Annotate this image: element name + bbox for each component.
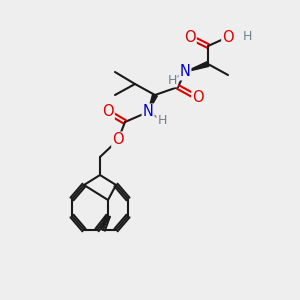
Polygon shape — [185, 61, 209, 72]
Text: O: O — [222, 29, 234, 44]
Text: O: O — [102, 104, 114, 119]
Text: O: O — [184, 29, 196, 44]
Text: H: H — [243, 31, 252, 44]
Text: N: N — [180, 64, 190, 80]
Text: O: O — [192, 91, 204, 106]
Text: H: H — [167, 74, 177, 86]
Text: H: H — [157, 113, 167, 127]
Polygon shape — [148, 94, 157, 112]
Text: O: O — [112, 133, 124, 148]
Text: N: N — [142, 104, 153, 119]
